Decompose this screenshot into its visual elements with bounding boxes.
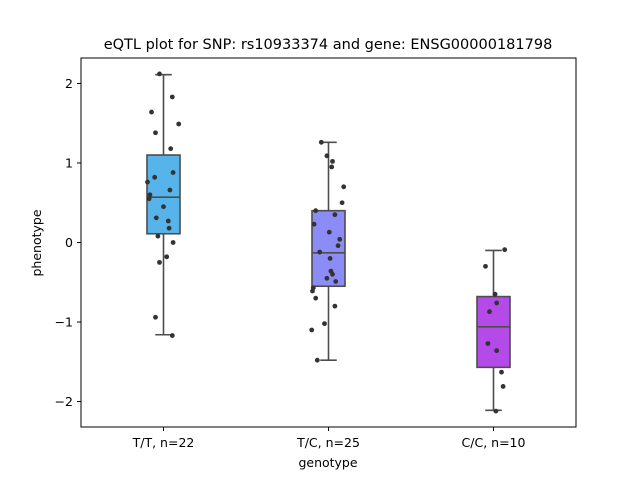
- data-point: [341, 184, 347, 190]
- data-point: [149, 109, 154, 115]
- data-point: [311, 221, 317, 227]
- data-point: [317, 249, 323, 255]
- data-point: [176, 121, 182, 127]
- y-tick-label: 1: [65, 155, 73, 170]
- data-points: [145, 71, 508, 414]
- data-point: [166, 225, 172, 231]
- data-point: [314, 357, 320, 363]
- data-point: [494, 300, 500, 306]
- x-tick-label: T/C, n=25: [296, 435, 360, 450]
- data-point: [329, 164, 335, 170]
- data-point: [494, 348, 500, 354]
- y-tick-label: 2: [65, 76, 73, 91]
- box-iqr: [476, 295, 511, 369]
- data-point: [170, 240, 176, 245]
- data-point: [499, 369, 504, 375]
- data-point: [164, 254, 170, 260]
- data-point: [324, 275, 330, 281]
- data-point: [147, 192, 153, 198]
- data-point: [152, 174, 158, 180]
- data-point: [157, 71, 162, 77]
- x-tick-label: T/T, n=22: [132, 435, 195, 450]
- data-point: [485, 341, 491, 346]
- data-point: [167, 187, 173, 193]
- data-point: [326, 229, 332, 235]
- data-point: [153, 314, 158, 320]
- data-point: [145, 179, 150, 185]
- x-axis: T/T, n=22 T/C, n=25 C/C, n=10: [132, 427, 526, 450]
- y-tick-label: 0: [65, 235, 73, 250]
- data-point: [313, 208, 319, 214]
- data-point: [493, 408, 499, 414]
- data-point: [157, 259, 162, 265]
- data-point: [502, 247, 508, 253]
- chart-title: eQTL plot for SNP: rs10933374 and gene: …: [104, 37, 553, 53]
- data-point: [339, 200, 345, 206]
- data-point: [313, 295, 319, 301]
- data-point: [168, 146, 174, 152]
- data-point: [169, 94, 175, 100]
- data-point: [309, 327, 315, 333]
- y-tick-label: −1: [55, 315, 73, 330]
- data-point: [487, 309, 492, 315]
- data-point: [165, 218, 171, 224]
- data-point: [318, 139, 324, 145]
- data-point: [483, 263, 488, 269]
- data-point: [153, 130, 158, 136]
- x-tick-label: C/C, n=10: [462, 435, 526, 450]
- data-point: [492, 291, 498, 297]
- boxplots: [146, 73, 511, 412]
- box-iqr: [146, 154, 181, 235]
- data-point: [335, 243, 341, 249]
- x-axis-label: genotype: [298, 455, 357, 470]
- data-point: [337, 236, 343, 242]
- data-point: [155, 233, 161, 239]
- data-point: [310, 288, 315, 294]
- data-point: [332, 212, 338, 218]
- data-point: [330, 271, 335, 277]
- data-point: [146, 196, 152, 202]
- data-point: [332, 303, 338, 309]
- y-tick-label: −2: [55, 394, 73, 409]
- data-point: [327, 256, 333, 261]
- data-point: [500, 384, 506, 389]
- box-iqr: [311, 209, 346, 288]
- data-point: [170, 170, 176, 175]
- data-point: [322, 321, 327, 327]
- data-point: [330, 158, 335, 164]
- data-point: [324, 153, 330, 159]
- data-point: [333, 279, 339, 284]
- data-point: [161, 204, 166, 210]
- data-point: [169, 333, 175, 338]
- y-axis-label: phenotype: [29, 209, 44, 276]
- data-point: [153, 215, 159, 221]
- y-axis: −2 −1 0 1 2: [55, 76, 81, 409]
